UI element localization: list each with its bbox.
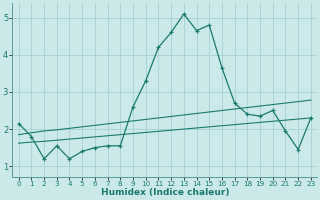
X-axis label: Humidex (Indice chaleur): Humidex (Indice chaleur) (100, 188, 229, 197)
